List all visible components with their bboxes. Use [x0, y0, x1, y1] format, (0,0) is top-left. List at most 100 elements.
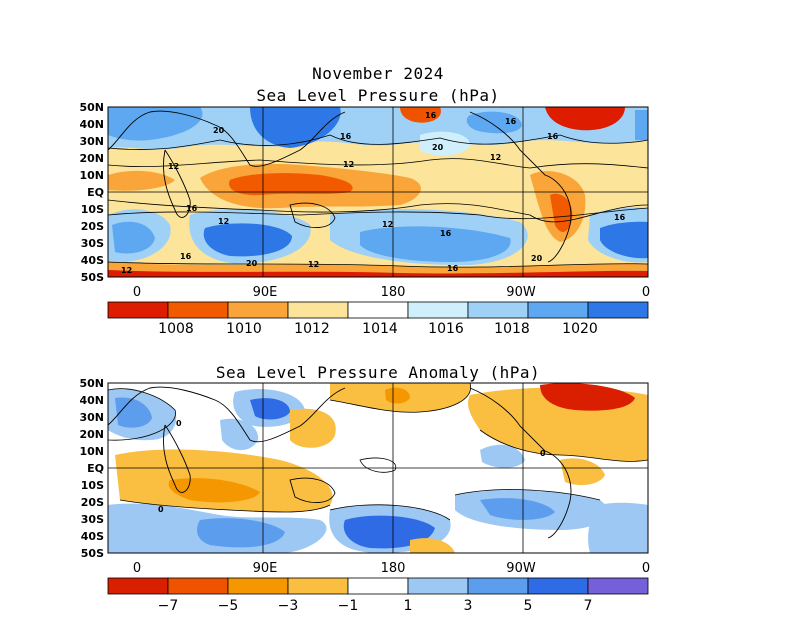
- pressure-colorbar-swatch: [227, 301, 289, 319]
- lon-label: 90W: [506, 561, 536, 576]
- lat-label: 50N: [79, 377, 104, 390]
- pressure-colorbar-label: 1012: [294, 321, 330, 337]
- pressure-colorbar-label: 1016: [428, 321, 464, 337]
- pressure-pacific-high: [420, 131, 470, 156]
- anomaly-contour-label: 0: [158, 505, 164, 514]
- lat-label: 20S: [81, 220, 104, 233]
- pressure-amazon-low: [550, 193, 573, 232]
- lat-label: 30N: [79, 411, 104, 424]
- pressure-colorbar-label: 1014: [362, 321, 398, 337]
- pressure-panel-title: Sea Level Pressure (hPa): [256, 86, 500, 105]
- pressure-south-atlantic-east-high: [600, 221, 648, 259]
- pressure-contour-label: 20: [531, 254, 543, 263]
- pressure-maritime-continent-low: [229, 173, 353, 196]
- anomaly-negative-indian-ocean-core: [168, 478, 260, 503]
- lon-label: 0: [642, 561, 650, 576]
- pressure-contour-12n: [108, 158, 648, 169]
- lat-label: 10N: [79, 445, 104, 458]
- anomaly-colorbar-swatch: [347, 577, 409, 595]
- lat-label: 50S: [81, 547, 104, 560]
- pressure-contour-label: 12: [382, 220, 393, 229]
- pressure-contour-label: 16: [425, 111, 437, 120]
- anomaly-contour-labels: 0 0 0: [158, 419, 546, 514]
- pressure-colorbar-swatch: [467, 301, 529, 319]
- pressure-colorbar-swatch: [347, 301, 409, 319]
- lon-label: 90W: [506, 285, 536, 300]
- anomaly-colorbar-labels: −7 −5 −3 −1 1 3 5 7: [158, 598, 593, 614]
- pressure-contour-label: 16: [447, 264, 459, 273]
- pressure-map: 20 16 12 16 20 16 16 12 12 16 16 12 20 1…: [107, 106, 649, 278]
- lat-label: 30S: [81, 237, 104, 250]
- anomaly-contour-label: 0: [540, 449, 546, 458]
- anomaly-gridlines: [108, 383, 648, 553]
- lat-label: 10S: [81, 203, 104, 216]
- pressure-contour-label: 12: [308, 260, 319, 269]
- lat-label: EQ: [87, 186, 104, 199]
- anomaly-coastline-australia: [289, 477, 336, 503]
- anomaly-positive-southeast-pacific-core: [480, 498, 555, 520]
- pressure-colorbar-labels: 1008 1010 1012 1014 1016 1018 1020: [158, 321, 598, 337]
- anomaly-negative-west-pacific: [290, 408, 336, 448]
- anomaly-colorbar-swatch: [107, 577, 169, 595]
- pressure-colorbar-label: 1020: [562, 321, 598, 337]
- anomaly-colorbar-swatch: [287, 577, 349, 595]
- pressure-colorbar-swatch: [287, 301, 349, 319]
- pressure-contour-label: 12: [218, 217, 229, 226]
- anomaly-positive-east-pacific: [480, 444, 525, 468]
- anomaly-colorbar-label: −3: [278, 598, 299, 614]
- anomaly-contour-label: 0: [176, 419, 182, 428]
- pressure-colorbar-swatch: [107, 301, 169, 319]
- pressure-contour-label: 20: [432, 143, 444, 152]
- anomaly-colorbar-swatch: [167, 577, 229, 595]
- anomaly-colorbar-swatch: [407, 577, 469, 595]
- pressure-coastline-africa: [163, 149, 191, 218]
- lat-label: 20S: [81, 496, 104, 509]
- pressure-indian-ocean-high: [203, 223, 292, 257]
- anomaly-contour: [454, 489, 601, 501]
- anomaly-negative-south-america: [560, 458, 605, 486]
- pressure-coastline-eurasia: [108, 110, 346, 167]
- pressure-contour-label: 20: [213, 126, 225, 135]
- anomaly-positive-europe-core: [115, 397, 152, 428]
- lon-label: 0: [133, 561, 141, 576]
- pressure-colorbar-swatch: [527, 301, 589, 319]
- pressure-colorbar-label: 1008: [158, 321, 194, 337]
- pressure-icelandic-low: [545, 107, 625, 131]
- anomaly-colorbar-label: −7: [158, 598, 179, 614]
- anomaly-negative-icelandic-core: [540, 383, 635, 411]
- pressure-contour-label: 12: [490, 153, 501, 162]
- lat-label: 20N: [79, 152, 104, 165]
- pressure-lat-axis: 50N 40N 30N 20N 10N EQ 10S 20S 30S 40S 5…: [79, 101, 104, 284]
- pressure-colorbar-label: 1018: [494, 321, 530, 337]
- anomaly-contour: [479, 429, 648, 462]
- anomaly-colorbar-label: 5: [524, 598, 533, 614]
- pressure-contour-label: 16: [186, 204, 198, 213]
- pressure-africa-low: [108, 170, 175, 191]
- lat-label: 20N: [79, 428, 104, 441]
- anomaly-panel-title: Sea Level Pressure Anomaly (hPa): [215, 363, 541, 382]
- lat-label: 40S: [81, 254, 104, 267]
- pressure-high-east-edge: [635, 110, 648, 140]
- anomaly-negative-south-pacific-edge: [410, 538, 455, 553]
- lon-label: 90E: [253, 285, 278, 300]
- pressure-contour-label: 12: [343, 160, 354, 169]
- lat-label: 50N: [79, 101, 104, 114]
- pressure-contour-label: 12: [168, 162, 179, 171]
- pressure-contour-label: 20: [246, 259, 258, 268]
- pressure-southern-ocean-low: [108, 270, 648, 277]
- pressure-contour-12sh: [108, 261, 648, 268]
- anomaly-colorbar-label: 7: [584, 598, 593, 614]
- anomaly-map-frame: [107, 382, 649, 554]
- lon-label: 180: [381, 285, 406, 300]
- pressure-map-frame: [107, 106, 649, 278]
- anomaly-contour: [108, 388, 176, 441]
- pressure-contour-label: 16: [180, 252, 192, 261]
- lon-label: 90E: [253, 561, 278, 576]
- anomaly-contour: [329, 383, 471, 413]
- lat-label: 40N: [79, 118, 104, 131]
- pressure-contour-label: 16: [340, 132, 352, 141]
- anomaly-positive-siberia-core: [250, 398, 290, 420]
- anomaly-colorbar-swatch: [527, 577, 589, 595]
- pressure-contour-16n: [108, 134, 648, 150]
- pressure-aleutian-low: [400, 107, 441, 123]
